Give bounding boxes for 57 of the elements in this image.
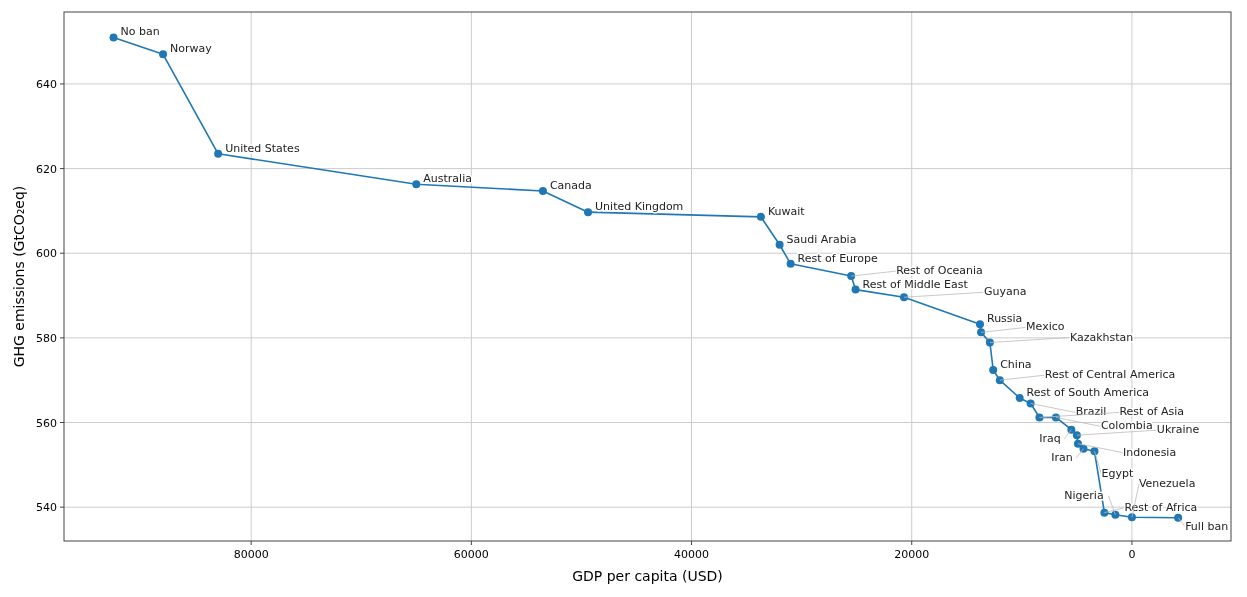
annotation: Kuwait bbox=[767, 204, 806, 218]
annotation: Ukraine bbox=[1156, 423, 1200, 437]
point bbox=[109, 33, 118, 42]
y-tick-label: 580 bbox=[36, 331, 57, 345]
annotation: United Kingdom bbox=[595, 200, 684, 214]
y-tick-label: 540 bbox=[36, 501, 57, 515]
point bbox=[975, 320, 984, 329]
annotation: No ban bbox=[120, 25, 160, 39]
annotation: Mexico bbox=[1026, 320, 1065, 334]
y-tick-label: 560 bbox=[36, 416, 57, 430]
annotation: Rest of Middle East bbox=[862, 277, 969, 291]
annotation: Russia bbox=[986, 312, 1023, 326]
annotation: Egypt bbox=[1101, 467, 1134, 481]
point bbox=[985, 338, 994, 347]
x-tick-label: 80000 bbox=[233, 548, 269, 561]
point bbox=[1026, 399, 1035, 408]
annotation: Canada bbox=[549, 179, 592, 193]
annotation: Rest of South America bbox=[1026, 385, 1150, 399]
annotation: Full ban bbox=[1185, 519, 1229, 533]
annotation: Norway bbox=[170, 42, 213, 56]
annotation: China bbox=[1000, 358, 1032, 372]
point bbox=[989, 366, 998, 375]
y-tick-label: 640 bbox=[36, 77, 57, 91]
annotation: Rest of Europe bbox=[797, 251, 879, 265]
annotation: Venezuela bbox=[1138, 477, 1196, 491]
annotation: Rest of Oceania bbox=[896, 264, 983, 278]
point bbox=[851, 285, 860, 294]
y-tick-label: 620 bbox=[36, 162, 57, 176]
annotation: Australia bbox=[423, 172, 472, 186]
point bbox=[775, 240, 784, 249]
annotation: Guyana bbox=[984, 285, 1027, 299]
point bbox=[412, 180, 421, 189]
annotation: Saudi Arabia bbox=[786, 232, 857, 246]
annotation: Rest of Africa bbox=[1124, 500, 1198, 514]
x-tick-label: 20000 bbox=[894, 548, 930, 561]
point bbox=[214, 149, 223, 158]
annotation: Iraq bbox=[1039, 431, 1061, 445]
annotation: Kazakhstan bbox=[1069, 330, 1134, 344]
annotation: United States bbox=[225, 141, 300, 155]
x-tick-label: 60000 bbox=[453, 548, 489, 561]
y-tick-label: 600 bbox=[36, 247, 57, 261]
x-axis-title: GDP per capita (USD) bbox=[572, 568, 723, 584]
annotation: Rest of Asia bbox=[1119, 405, 1185, 419]
point bbox=[786, 259, 795, 268]
annotation: Indonesia bbox=[1122, 445, 1177, 459]
x-tick-label: 40000 bbox=[674, 548, 710, 561]
point bbox=[159, 50, 168, 59]
point bbox=[1015, 393, 1024, 402]
annotation: Brazil bbox=[1075, 405, 1107, 419]
point bbox=[756, 212, 765, 221]
annotation: Rest of Central America bbox=[1044, 368, 1176, 382]
x-tick-label: 0 bbox=[1128, 548, 1136, 561]
point bbox=[584, 208, 593, 217]
annotation: Colombia bbox=[1100, 419, 1153, 433]
y-axis-title: GHG emissions (GtCO₂eq) bbox=[11, 185, 27, 368]
point bbox=[538, 187, 547, 196]
annotation: Iran bbox=[1051, 450, 1073, 464]
